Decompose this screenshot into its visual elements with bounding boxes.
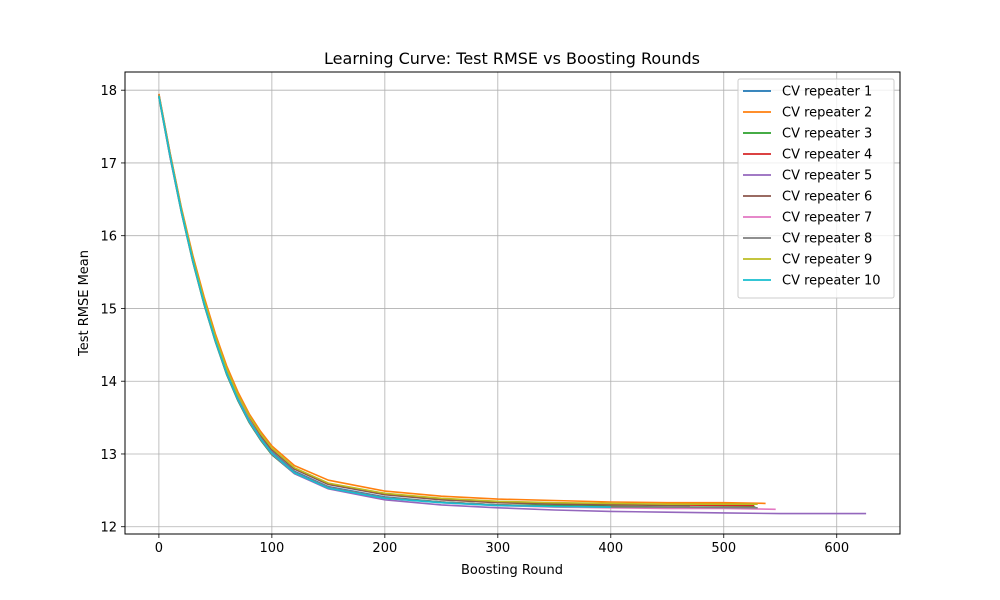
- y-tick-label: 12: [100, 521, 117, 536]
- x-tick-label: 100: [259, 541, 284, 556]
- legend-label: CV repeater 10: [782, 274, 881, 289]
- y-axis-label: Test RMSE Mean: [77, 250, 92, 357]
- x-tick-label: 400: [598, 541, 623, 556]
- legend-label: CV repeater 9: [782, 253, 872, 268]
- x-tick-label: 0: [155, 541, 163, 556]
- y-tick-label: 13: [100, 448, 117, 463]
- series-lines: [158, 93, 867, 515]
- y-tick-label: 14: [100, 375, 117, 390]
- y-tick-label: 16: [100, 230, 117, 245]
- plot-frame: [124, 71, 901, 535]
- legend-label: CV repeater 7: [782, 211, 872, 226]
- legend-label: CV repeater 5: [782, 169, 872, 184]
- x-tick-label: 300: [485, 541, 510, 556]
- legend-label: CV repeater 4: [782, 148, 872, 163]
- legend-label: CV repeater 1: [782, 85, 872, 100]
- legend-label: CV repeater 2: [782, 106, 872, 121]
- axis-ticks: 0 100 200 300 400 500 600 12 13 14 15 16 17 18: [100, 84, 849, 556]
- grid: [125, 72, 900, 534]
- x-tick-label: 200: [372, 541, 397, 556]
- legend-box: [737, 78, 895, 299]
- chart-title: Learning Curve: Test RMSE vs Boosting Ro…: [324, 49, 700, 68]
- y-tick-label: 15: [100, 302, 117, 317]
- legend-label: CV repeater 3: [782, 127, 872, 142]
- legend: CV repeater 1 CV repeater 2 CV repeater 3 C…: [737, 78, 895, 299]
- series-line-cv-repeater-10: [158, 95, 611, 508]
- legend-label: CV repeater 6: [782, 190, 872, 205]
- y-tick-label: 18: [100, 84, 117, 99]
- x-axis-label: Boosting Round: [461, 563, 563, 578]
- legend-label: CV repeater 8: [782, 232, 872, 247]
- y-tick-label: 17: [100, 157, 117, 172]
- x-tick-label: 600: [824, 541, 849, 556]
- x-tick-label: 500: [711, 541, 736, 556]
